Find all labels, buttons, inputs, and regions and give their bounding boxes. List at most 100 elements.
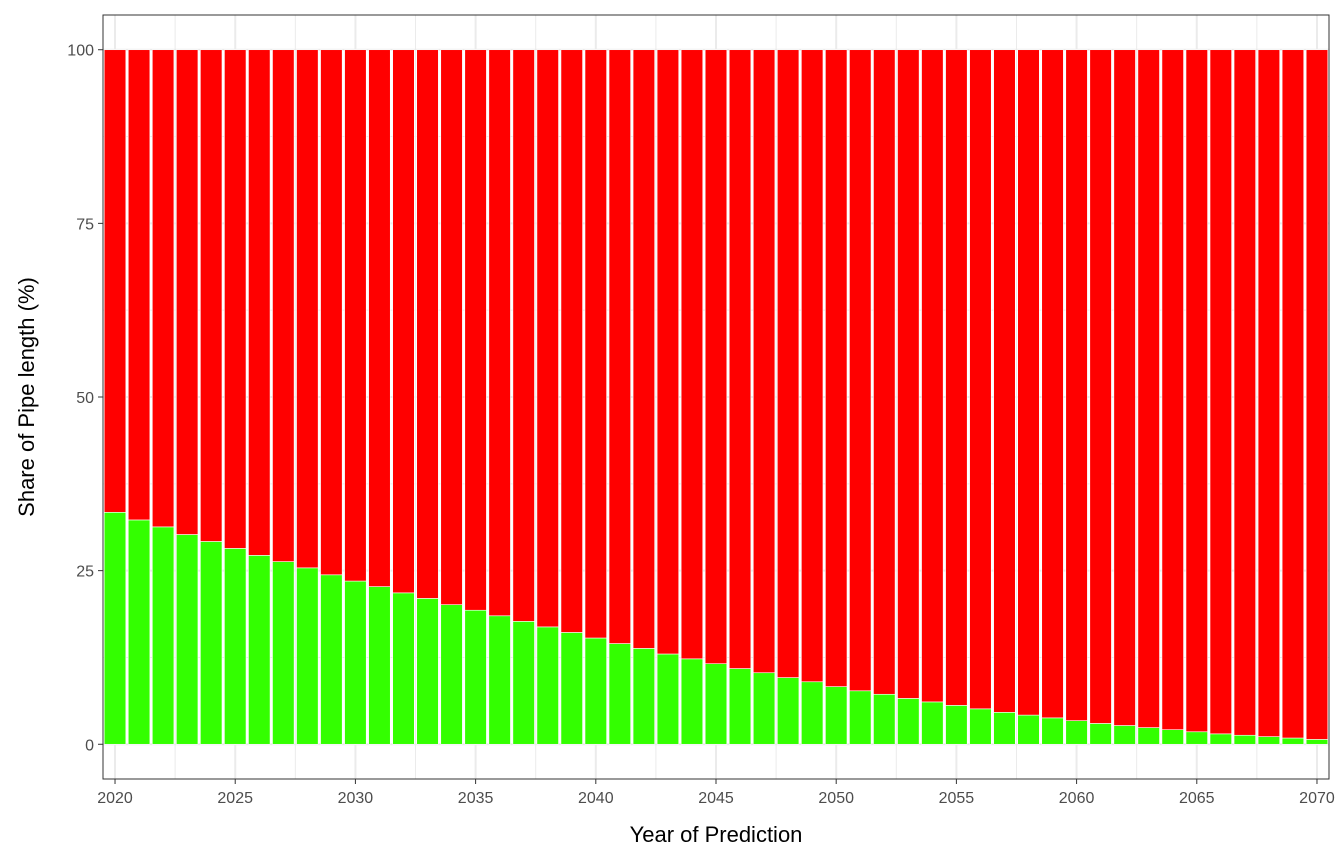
- bar-red-2048: [776, 49, 800, 678]
- x-tick-label: 2050: [818, 790, 854, 807]
- x-tick-label: 2055: [939, 790, 975, 807]
- bar-red-2056: [969, 49, 992, 710]
- bar-red-2055: [945, 49, 968, 706]
- bar-red-2068: [1257, 49, 1281, 737]
- bar-red-2061: [1089, 49, 1112, 724]
- bar-green-2022: [151, 526, 175, 745]
- bar-red-2026: [248, 49, 271, 556]
- bar-red-2028: [296, 49, 319, 569]
- bar-green-2050: [825, 686, 848, 745]
- bar-red-2066: [1209, 49, 1232, 735]
- bar-green-2031: [368, 586, 391, 745]
- bar-red-2064: [1161, 49, 1184, 730]
- x-axis-title: Year of Prediction: [630, 822, 803, 847]
- bar-green-2034: [440, 604, 463, 745]
- bar-red-2036: [488, 49, 511, 617]
- bar-red-2050: [825, 49, 848, 687]
- y-tick-label: 75: [76, 216, 94, 233]
- y-tick-label: 100: [67, 43, 94, 60]
- bar-green-2059: [1041, 717, 1064, 745]
- x-tick-label: 2020: [97, 790, 133, 807]
- bar-green-2023: [176, 534, 199, 745]
- bar-red-2046: [728, 49, 752, 669]
- x-tick-label: 2025: [217, 790, 253, 807]
- x-tick-label: 2070: [1299, 790, 1335, 807]
- bar-red-2041: [608, 49, 631, 644]
- bar-red-2045: [704, 49, 728, 665]
- bar-green-2043: [656, 653, 680, 745]
- bar-green-2046: [728, 668, 752, 745]
- x-tick-label: 2045: [698, 790, 734, 807]
- bar-red-2034: [440, 49, 463, 605]
- bar-green-2062: [1113, 725, 1136, 745]
- bar-red-2067: [1233, 49, 1256, 736]
- bar-red-2063: [1137, 49, 1160, 728]
- bar-red-2022: [151, 49, 175, 528]
- bar-green-2028: [296, 567, 319, 745]
- bar-green-2056: [969, 708, 992, 745]
- bar-red-2025: [224, 49, 247, 549]
- bar-green-2063: [1137, 727, 1160, 745]
- bar-red-2070: [1305, 49, 1329, 740]
- bar-red-2052: [873, 49, 896, 695]
- bar-red-2062: [1113, 49, 1136, 726]
- bar-red-2035: [464, 49, 487, 611]
- x-tick-label: 2065: [1179, 790, 1215, 807]
- bar-red-2049: [801, 49, 824, 683]
- bar-green-2021: [127, 519, 151, 745]
- bar-red-2021: [127, 49, 151, 521]
- bar-green-2049: [801, 681, 824, 745]
- bar-red-2057: [993, 49, 1016, 713]
- x-tick-label: 2035: [458, 790, 494, 807]
- bar-green-2055: [945, 705, 968, 745]
- bar-red-2030: [344, 49, 367, 582]
- bar-red-2042: [632, 49, 655, 649]
- bar-green-2065: [1185, 731, 1208, 745]
- bar-green-2051: [849, 690, 872, 745]
- bar-green-2035: [464, 609, 487, 745]
- bar-green-2025: [224, 548, 247, 745]
- y-axis: 0 25 50 75 100: [67, 43, 103, 754]
- bar-red-2060: [1065, 49, 1088, 721]
- bar-green-2029: [320, 574, 343, 745]
- bar-red-2032: [392, 49, 415, 594]
- bar-green-2039: [560, 632, 583, 745]
- bar-red-2053: [897, 49, 920, 699]
- bar-red-2033: [416, 49, 439, 599]
- bar-green-2048: [776, 677, 800, 745]
- bar-green-2047: [752, 672, 776, 745]
- bar-red-2039: [560, 49, 583, 633]
- bar-green-2068: [1257, 736, 1281, 745]
- bar-green-2033: [416, 598, 439, 745]
- bar-green-2027: [272, 561, 295, 745]
- bar-green-2053: [897, 698, 920, 745]
- bar-red-2029: [320, 49, 343, 576]
- bar-green-2038: [536, 626, 559, 745]
- bar-green-2067: [1233, 734, 1256, 745]
- bar-green-2057: [993, 712, 1016, 745]
- bar-green-2020: [103, 511, 127, 745]
- bar-red-2027: [272, 49, 295, 562]
- y-tick-label: 25: [76, 564, 94, 581]
- bar-red-2051: [849, 49, 872, 692]
- bar-green-2024: [200, 541, 223, 745]
- bar-red-2024: [200, 49, 223, 542]
- bar-green-2060: [1065, 720, 1088, 745]
- bar-red-2047: [752, 49, 776, 674]
- x-tick-label: 2060: [1059, 790, 1095, 807]
- bar-green-2044: [680, 658, 704, 745]
- y-tick-label: 50: [76, 390, 94, 407]
- bar-red-2069: [1281, 49, 1305, 739]
- x-axis: 2020 2025 2030 2035 2040 2045 2050 2055 2060 2065…: [97, 779, 1335, 807]
- x-tick-label: 2040: [578, 790, 614, 807]
- bar-red-2044: [680, 49, 704, 660]
- y-axis-title: Share of Pipe length (%): [14, 277, 39, 517]
- bar-red-2040: [584, 49, 607, 639]
- bar-green-2026: [248, 555, 271, 745]
- bar-green-2032: [392, 592, 415, 745]
- bar-green-2052: [873, 693, 896, 745]
- bar-green-2066: [1209, 733, 1232, 745]
- bar-green-2058: [1017, 714, 1040, 745]
- bar-green-2037: [512, 621, 535, 745]
